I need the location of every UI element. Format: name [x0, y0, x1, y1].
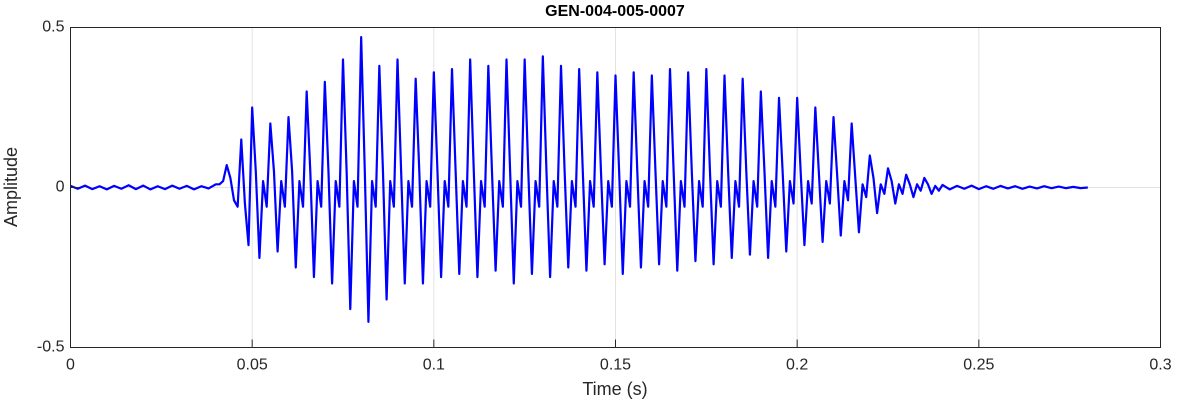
x-axis-label: Time (s) — [582, 379, 647, 399]
x-tick-label: 0.15 — [600, 357, 631, 374]
ticks: 0 0.05 0.1 0.15 0.2 0.25 0.3-0.500.5 — [37, 19, 1172, 374]
y-tick-label: -0.5 — [37, 339, 65, 356]
y-tick-label: 0 — [56, 179, 65, 196]
waveform-line — [70, 36, 1088, 323]
x-tick-label: 0 — [66, 357, 75, 374]
x-tick-label: 0.25 — [963, 357, 994, 374]
y-tick-label: 0.5 — [42, 19, 64, 36]
x-tick-label: 0.1 — [423, 357, 445, 374]
plot — [70, 36, 1088, 323]
x-tick-label: 0.3 — [1149, 357, 1171, 374]
chart-title: GEN-004-005-0007 — [545, 3, 685, 20]
x-tick-label: 0.2 — [786, 357, 808, 374]
y-axis-label: Amplitude — [1, 147, 21, 227]
x-tick-label: 0.05 — [237, 357, 268, 374]
